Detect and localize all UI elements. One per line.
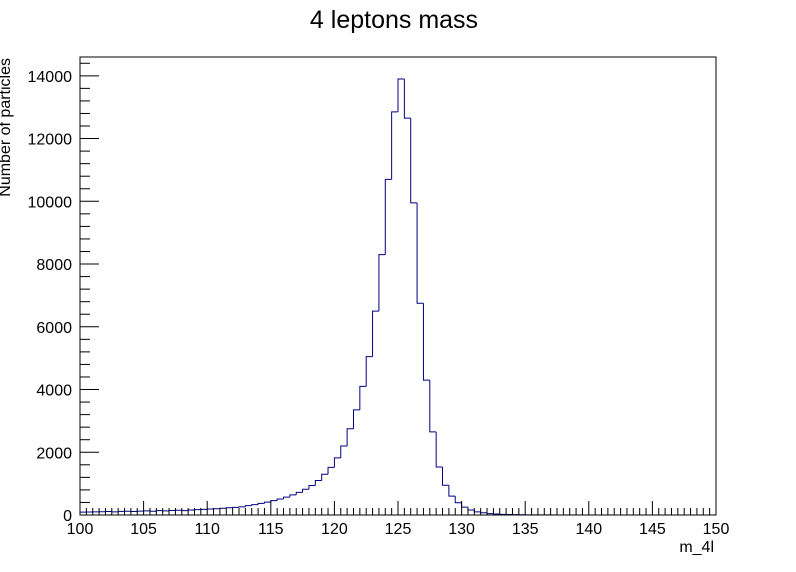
x-axis-label: m_4l [679,539,714,556]
histogram-bin [308,485,316,490]
histogram-bin [403,78,411,119]
histogram-bin [384,178,392,255]
histogram-bin [276,498,284,501]
histogram-bin [397,78,405,112]
y-tick-label: 4000 [36,383,72,400]
y-tick-label: 6000 [36,320,72,337]
histogram-bin [295,491,303,495]
histogram-bin [333,457,341,468]
y-tick-label: 14000 [28,69,73,86]
x-axis: 100 105 110 115 120 125 130 135 140 145 150 [67,501,730,538]
histogram-bin [340,445,348,458]
y-tick-label: 8000 [36,257,72,274]
x-tick-label: 110 [194,521,220,538]
histogram-bin [289,494,297,498]
histogram-bin [410,118,418,204]
histogram-bin [359,385,367,410]
histogram-bin [244,505,252,507]
y-tick-label: 0 [63,508,72,525]
histogram-bin [263,501,271,504]
histogram-bin [372,310,379,357]
histogram-bin [454,496,462,504]
histogram-bin [302,488,309,493]
x-tick-label: 130 [448,521,475,538]
x-tick-label: 125 [385,521,412,538]
histogram-bin [448,485,456,497]
y-tick-label: 2000 [36,445,72,462]
y-axis: 0 2000 4000 6000 8000 10000 12000 14000 [28,62,99,525]
histogram-bin [378,254,386,312]
histogram-bin [416,202,424,304]
y-tick-label: 12000 [28,132,73,149]
histogram-bin [314,479,322,486]
y-tick-label: 10000 [28,194,73,211]
x-tick-label: 105 [130,521,157,538]
histogram-bin [283,496,290,500]
histogram-bin [391,111,398,180]
histogram-bin [442,467,449,486]
y-axis-label: Number of particles [0,58,14,197]
histogram-bin [429,380,437,433]
x-tick-label: 140 [575,521,602,538]
x-tick-label: 150 [703,521,730,538]
x-tick-label: 115 [258,521,284,538]
histogram-bin [352,409,360,429]
histogram-bin [327,466,335,475]
histogram-bin [435,431,443,468]
histogram-bin [422,303,430,381]
histogram-bin [321,473,329,481]
x-tick-label: 100 [67,521,94,538]
x-tick-label: 135 [512,521,539,538]
histogram-bin [251,504,259,506]
histogram-bin [365,356,373,387]
x-tick-label: 145 [639,521,666,538]
chart-title: 4 leptons mass [310,6,478,34]
histogram-bin [346,428,354,446]
histogram-bin [257,502,265,505]
x-tick-label: 120 [321,521,348,538]
